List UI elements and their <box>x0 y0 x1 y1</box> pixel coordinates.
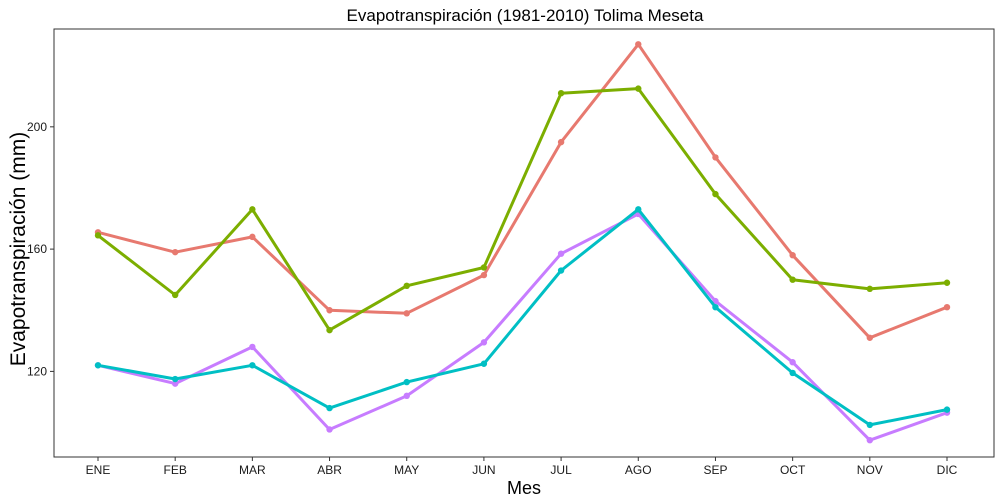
data-point <box>249 206 256 213</box>
data-point <box>249 343 256 351</box>
data-point <box>403 392 410 400</box>
data-point <box>326 326 333 334</box>
x-tick-label: DIC <box>937 463 958 477</box>
data-point <box>789 369 796 377</box>
data-point <box>635 41 642 48</box>
data-point <box>94 362 102 369</box>
data-point <box>943 279 951 286</box>
data-point <box>712 154 719 161</box>
data-point <box>326 307 333 314</box>
x-tick-label: OCT <box>780 463 806 477</box>
x-tick-label: MAY <box>394 463 419 477</box>
data-point <box>866 285 874 293</box>
y-axis-title: Evapotranspiración (mm) <box>7 132 30 367</box>
series-3 <box>94 210 951 444</box>
x-tick-label: ENE <box>86 463 111 477</box>
data-point <box>171 375 179 383</box>
data-point <box>635 85 642 92</box>
x-tick-label: JUL <box>550 463 572 477</box>
series-line <box>96 207 949 427</box>
x-tick-label: FEB <box>164 463 187 477</box>
x-axis: ENE FEB MAR ABR MAY JUN JUL AGO SEP OCT NOV DIC <box>86 457 958 477</box>
data-point <box>789 359 796 366</box>
plot-panel-border <box>53 28 995 458</box>
x-tick-label: SEP <box>703 463 727 477</box>
data-point <box>557 90 565 97</box>
data-point <box>557 267 565 274</box>
data-point <box>712 304 719 311</box>
data-point <box>866 436 874 444</box>
data-point <box>789 252 796 259</box>
x-tick-label: ABR <box>317 463 342 477</box>
series-2 <box>94 85 951 334</box>
data-point <box>480 271 488 279</box>
data-point <box>480 339 488 346</box>
data-point <box>249 233 256 241</box>
y-tick-label: 160 <box>27 242 47 256</box>
x-tick-label: AGO <box>625 463 652 477</box>
data-point <box>866 421 874 429</box>
data-point <box>557 138 565 146</box>
data-point <box>557 250 565 257</box>
data-point <box>326 426 333 433</box>
data-point <box>249 362 256 369</box>
series-line <box>96 42 949 340</box>
data-point <box>480 360 488 367</box>
series-layer <box>94 41 951 444</box>
data-point <box>712 297 719 305</box>
series-line <box>96 87 949 332</box>
data-point <box>712 190 719 198</box>
data-point <box>171 380 179 387</box>
y-tick-label: 120 <box>27 364 47 378</box>
x-tick-label: JUN <box>472 463 495 477</box>
data-point <box>789 276 796 283</box>
data-point <box>635 206 642 213</box>
x-tick-label: MAR <box>239 463 266 477</box>
data-point <box>403 310 410 317</box>
data-point <box>480 264 488 271</box>
x-axis-title: Mes <box>507 478 541 498</box>
y-axis: 120 160 200 <box>27 120 54 378</box>
y-tick-label: 200 <box>27 120 47 134</box>
data-point <box>943 406 951 413</box>
data-point <box>94 232 102 239</box>
data-point <box>403 282 410 289</box>
chart-title: Evapotranspiración (1981-2010) Tolima Me… <box>347 6 704 25</box>
data-point <box>866 334 874 341</box>
data-point <box>943 304 951 311</box>
series-4 <box>94 206 951 429</box>
data-point <box>326 404 333 412</box>
x-tick-label: NOV <box>857 463 883 477</box>
data-point <box>403 378 410 386</box>
series-line <box>96 212 949 442</box>
data-point <box>171 291 179 299</box>
data-point <box>171 248 179 256</box>
